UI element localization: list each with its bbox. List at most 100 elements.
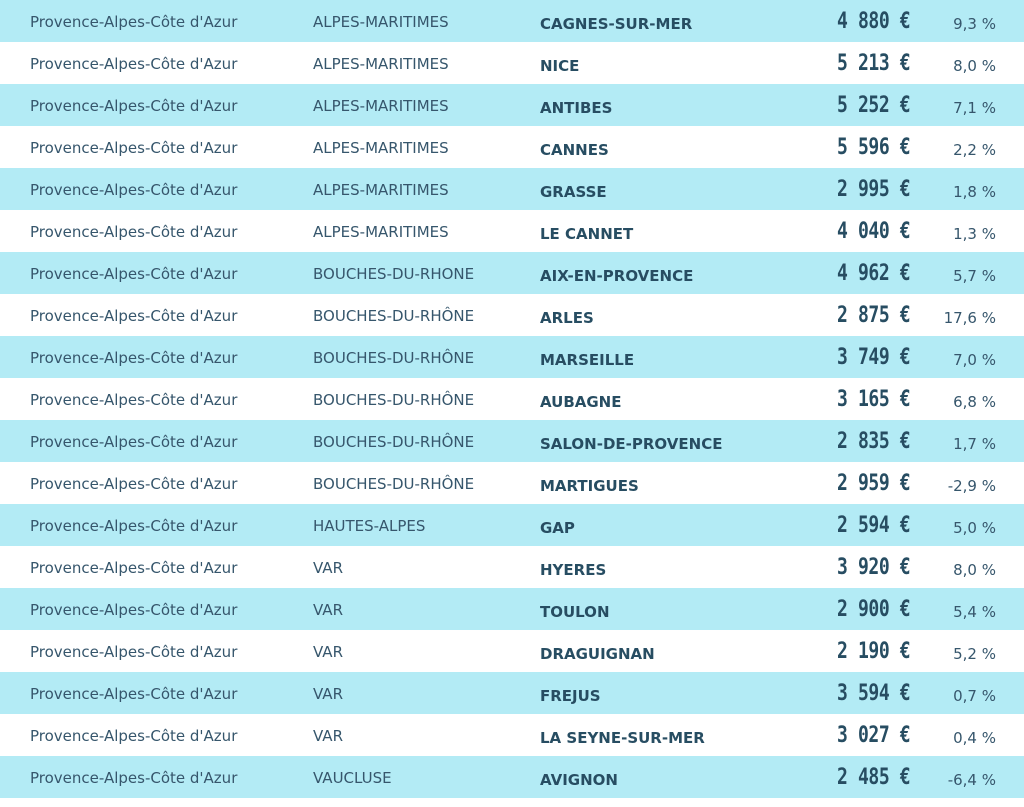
region-cell: Provence-Alpes-Côte d'Azur <box>30 55 238 73</box>
city-cell: MARTIGUES <box>540 477 639 495</box>
change-cell: 0,7 % <box>953 687 996 705</box>
price-cell: 5 213 € <box>836 51 911 76</box>
change-cell: 7,0 % <box>953 351 996 369</box>
price-cell: 2 835 € <box>836 429 911 454</box>
department-cell: VAR <box>313 727 343 745</box>
region-cell: Provence-Alpes-Côte d'Azur <box>30 475 238 493</box>
table-row: Provence-Alpes-Côte d'Azur BOUCHES-DU-RHÔ… <box>0 378 1024 420</box>
table-row: Provence-Alpes-Côte d'Azur VAR FREJUS 3 594… <box>0 672 1024 714</box>
region-cell: Provence-Alpes-Côte d'Azur <box>30 769 238 787</box>
price-cell: 2 959 € <box>836 471 911 496</box>
region-cell: Provence-Alpes-Côte d'Azur <box>30 265 238 283</box>
region-cell: Provence-Alpes-Côte d'Azur <box>30 181 238 199</box>
price-cell: 2 995 € <box>836 177 911 202</box>
region-cell: Provence-Alpes-Côte d'Azur <box>30 139 238 157</box>
department-cell: VAR <box>313 643 343 661</box>
change-cell: 5,2 % <box>953 645 996 663</box>
region-cell: Provence-Alpes-Côte d'Azur <box>30 643 238 661</box>
region-cell: Provence-Alpes-Côte d'Azur <box>30 685 238 703</box>
city-cell: GRASSE <box>540 183 607 201</box>
price-cell: 5 252 € <box>836 93 911 118</box>
department-cell: VAR <box>313 685 343 703</box>
change-cell: 7,1 % <box>953 99 996 117</box>
table-row: Provence-Alpes-Côte d'Azur VAUCLUSE AVIGNO… <box>0 756 1024 798</box>
price-cell: 3 594 € <box>836 681 911 706</box>
table-row: Provence-Alpes-Côte d'Azur ALPES-MARITIME… <box>0 42 1024 84</box>
region-cell: Provence-Alpes-Côte d'Azur <box>30 727 238 745</box>
table-row: Provence-Alpes-Côte d'Azur ALPES-MARITIME… <box>0 126 1024 168</box>
change-cell: 5,0 % <box>953 519 996 537</box>
department-cell: ALPES-MARITIMES <box>313 139 449 157</box>
change-cell: 1,8 % <box>953 183 996 201</box>
region-cell: Provence-Alpes-Côte d'Azur <box>30 517 238 535</box>
change-cell: 5,7 % <box>953 267 996 285</box>
city-cell: HYERES <box>540 561 607 579</box>
department-cell: ALPES-MARITIMES <box>313 13 449 31</box>
city-cell: CAGNES-SUR-MER <box>540 15 693 33</box>
region-cell: Provence-Alpes-Côte d'Azur <box>30 13 238 31</box>
region-cell: Provence-Alpes-Côte d'Azur <box>30 349 238 367</box>
region-cell: Provence-Alpes-Côte d'Azur <box>30 601 238 619</box>
region-cell: Provence-Alpes-Côte d'Azur <box>30 391 238 409</box>
city-cell: ARLES <box>540 309 594 327</box>
region-cell: Provence-Alpes-Côte d'Azur <box>30 223 238 241</box>
table-row: Provence-Alpes-Côte d'Azur VAR HYERES 3 920… <box>0 546 1024 588</box>
city-cell: AUBAGNE <box>540 393 622 411</box>
city-cell: MARSEILLE <box>540 351 635 369</box>
table-row: Provence-Alpes-Côte d'Azur VAR LA SEYNE-SU… <box>0 714 1024 756</box>
change-cell: 1,7 % <box>953 435 996 453</box>
department-cell: BOUCHES-DU-RHÔNE <box>313 307 475 325</box>
city-cell: CANNES <box>540 141 609 159</box>
city-cell: AIX-EN-PROVENCE <box>540 267 694 285</box>
city-cell: AVIGNON <box>540 771 618 789</box>
city-cell: SALON-DE-PROVENCE <box>540 435 723 453</box>
price-cell: 3 749 € <box>836 345 911 370</box>
change-cell: 2,2 % <box>953 141 996 159</box>
table-row: Provence-Alpes-Côte d'Azur VAR DRAGUIGNAN 2… <box>0 630 1024 672</box>
price-cell: 3 165 € <box>836 387 911 412</box>
department-cell: BOUCHES-DU-RHONE <box>313 265 475 283</box>
table-row: Provence-Alpes-Côte d'Azur ALPES-MARITIME… <box>0 168 1024 210</box>
price-cell: 4 040 € <box>836 219 911 244</box>
price-cell: 3 027 € <box>836 723 911 748</box>
price-cell: 4 880 € <box>836 9 911 34</box>
price-cell: 2 485 € <box>836 765 911 790</box>
change-cell: 8,0 % <box>953 561 996 579</box>
price-cell: 3 920 € <box>836 555 911 580</box>
department-cell: BOUCHES-DU-RHÔNE <box>313 391 475 409</box>
department-cell: HAUTES-ALPES <box>313 517 426 535</box>
city-cell: FREJUS <box>540 687 601 705</box>
table-row: Provence-Alpes-Côte d'Azur VAR TOULON 2 900… <box>0 588 1024 630</box>
price-cell: 2 594 € <box>836 513 911 538</box>
department-cell: BOUCHES-DU-RHÔNE <box>313 475 475 493</box>
department-cell: ALPES-MARITIMES <box>313 181 449 199</box>
price-cell: 2 900 € <box>836 597 911 622</box>
table-row: Provence-Alpes-Côte d'Azur ALPES-MARITIME… <box>0 0 1024 42</box>
region-cell: Provence-Alpes-Côte d'Azur <box>30 433 238 451</box>
table-row: Provence-Alpes-Côte d'Azur BOUCHES-DU-RHÔ… <box>0 420 1024 462</box>
price-cell: 5 596 € <box>836 135 911 160</box>
department-cell: VAR <box>313 559 343 577</box>
change-cell: 17,6 % <box>943 309 996 327</box>
department-cell: VAR <box>313 601 343 619</box>
change-cell: 5,4 % <box>953 603 996 621</box>
table-row: Provence-Alpes-Côte d'Azur ALPES-MARITIME… <box>0 84 1024 126</box>
city-cell: ANTIBES <box>540 99 613 117</box>
change-cell: -2,9 % <box>947 477 996 495</box>
change-cell: 6,8 % <box>953 393 996 411</box>
city-cell: LE CANNET <box>540 225 634 243</box>
department-cell: ALPES-MARITIMES <box>313 97 449 115</box>
region-cell: Provence-Alpes-Côte d'Azur <box>30 307 238 325</box>
department-cell: BOUCHES-DU-RHÔNE <box>313 349 475 367</box>
table-row: Provence-Alpes-Côte d'Azur BOUCHES-DU-RHÔ… <box>0 294 1024 336</box>
price-cell: 4 962 € <box>836 261 911 286</box>
city-cell: LA SEYNE-SUR-MER <box>540 729 705 747</box>
region-cell: Provence-Alpes-Côte d'Azur <box>30 559 238 577</box>
change-cell: 0,4 % <box>953 729 996 747</box>
department-cell: BOUCHES-DU-RHÔNE <box>313 433 475 451</box>
table-row: Provence-Alpes-Côte d'Azur HAUTES-ALPES GA… <box>0 504 1024 546</box>
table-row: Provence-Alpes-Côte d'Azur BOUCHES-DU-RHÔ… <box>0 462 1024 504</box>
price-cell: 2 190 € <box>836 639 911 664</box>
change-cell: 9,3 % <box>953 15 996 33</box>
